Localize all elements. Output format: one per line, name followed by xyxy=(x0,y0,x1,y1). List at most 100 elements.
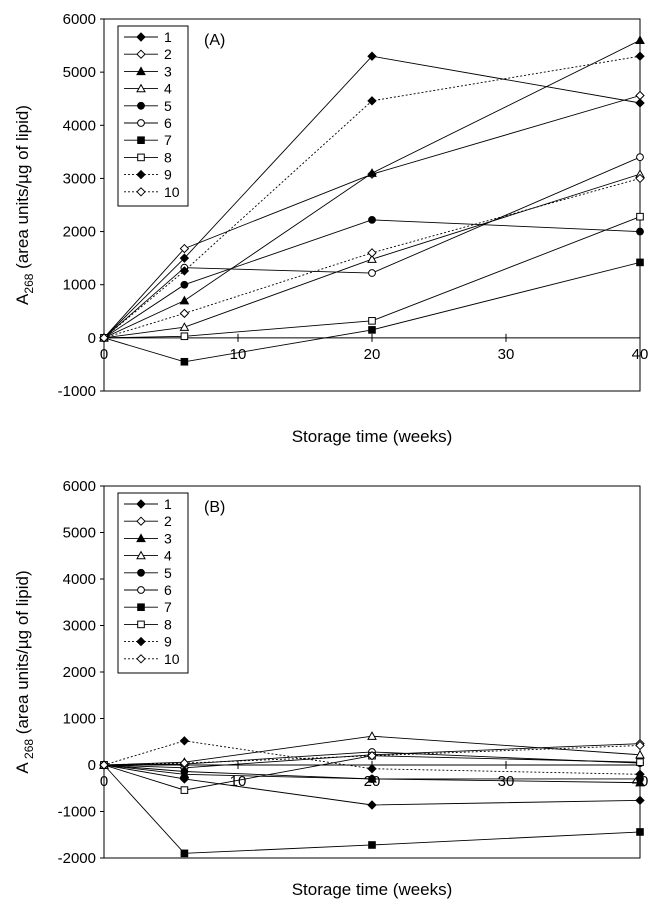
series-8 xyxy=(100,212,644,342)
data-point-7 xyxy=(180,357,189,366)
series-line-3 xyxy=(103,764,641,784)
x-tick-label: 30 xyxy=(498,346,515,363)
data-point-8 xyxy=(180,332,189,341)
series-line-9 xyxy=(103,740,641,775)
legend-label: 3 xyxy=(164,63,172,79)
data-point-9 xyxy=(635,769,645,780)
legend-marker xyxy=(137,586,145,594)
data-point-4 xyxy=(179,322,190,331)
series-line-3 xyxy=(103,39,641,339)
data-point-7 xyxy=(636,828,644,836)
y-tick-label: 6000 xyxy=(63,478,96,495)
data-point-4 xyxy=(635,749,645,759)
y-tick-label: 5000 xyxy=(63,525,96,542)
data-point-8 xyxy=(636,758,644,767)
legend-label: 1 xyxy=(164,29,172,45)
data-point-6 xyxy=(636,153,644,162)
legend-marker xyxy=(137,101,145,110)
data-point-8 xyxy=(636,212,644,221)
legend-box xyxy=(117,492,189,674)
data-point-10 xyxy=(635,740,645,751)
series-10 xyxy=(99,740,645,770)
series-line-8 xyxy=(103,755,641,791)
data-point-5 xyxy=(180,280,189,289)
series-line-10 xyxy=(103,745,641,766)
data-point-2 xyxy=(635,90,645,101)
y-tick-label: 0 xyxy=(88,330,96,347)
legend-label: 5 xyxy=(164,98,172,114)
data-point-1 xyxy=(367,800,377,810)
data-point-1 xyxy=(635,98,645,108)
legend-label: 6 xyxy=(164,582,172,598)
x-tick-label: 30 xyxy=(498,773,515,790)
data-point-7 xyxy=(180,849,189,858)
y-tick-label: -1000 xyxy=(58,804,96,821)
legend-box xyxy=(117,25,189,207)
x-axis-label: Storage time (weeks) xyxy=(292,880,453,899)
y-tick-label: 2000 xyxy=(63,664,96,681)
data-point-1 xyxy=(179,253,190,263)
x-tick-label: 40 xyxy=(632,346,649,363)
y-tick-label: 4000 xyxy=(63,571,96,588)
data-point-10 xyxy=(179,758,190,768)
data-point-6 xyxy=(368,269,376,277)
legend-marker xyxy=(136,636,146,647)
series-line-5 xyxy=(103,219,641,339)
y-tick-label: 4000 xyxy=(63,117,96,134)
legend-label: 3 xyxy=(164,530,172,546)
y-tick-label: 0 xyxy=(88,757,96,774)
data-point-9 xyxy=(179,266,190,276)
legend-marker xyxy=(136,49,146,59)
legend-label: 2 xyxy=(164,46,172,62)
data-point-2 xyxy=(179,243,190,254)
legend-marker xyxy=(136,499,146,509)
data-point-5 xyxy=(636,227,644,236)
legend-label: 6 xyxy=(164,115,172,131)
legend-label: 7 xyxy=(164,132,172,148)
legend-marker xyxy=(137,568,145,577)
series-line-6 xyxy=(103,156,641,339)
series-line-7 xyxy=(103,764,641,854)
data-point-3 xyxy=(367,168,377,177)
legend-label: 5 xyxy=(164,565,172,581)
data-point-8 xyxy=(180,786,189,794)
series-line-4 xyxy=(103,735,641,766)
series-line-1 xyxy=(103,764,641,806)
y-axis-label-prefix: A xyxy=(13,293,32,305)
series-line-4 xyxy=(103,173,641,339)
series-10 xyxy=(99,173,645,343)
data-point-10 xyxy=(99,760,109,770)
y-axis-label: A268 (area units/µg of lipid) xyxy=(13,105,36,305)
series-line-7 xyxy=(103,261,641,363)
x-axis-label: Storage time (weeks) xyxy=(292,427,453,446)
data-point-9 xyxy=(635,51,645,61)
series-line-6 xyxy=(103,751,641,766)
data-point-5 xyxy=(368,215,376,224)
series-line-9 xyxy=(103,55,641,339)
legend-label: 2 xyxy=(164,513,172,529)
data-point-8 xyxy=(368,317,376,325)
y-tick-label: -1000 xyxy=(58,383,96,400)
legend-marker xyxy=(136,32,146,42)
data-point-7 xyxy=(636,258,644,267)
legend-label: 10 xyxy=(164,651,180,667)
y-axis-label-prefix: A xyxy=(13,762,32,774)
data-point-3 xyxy=(179,295,190,305)
legend-marker xyxy=(136,66,146,76)
data-point-10 xyxy=(179,308,190,319)
data-point-5 xyxy=(180,767,189,776)
y-tick-label: 3000 xyxy=(63,618,96,635)
series-line-8 xyxy=(103,216,641,339)
legend-marker xyxy=(137,603,145,612)
data-point-7 xyxy=(368,326,376,334)
data-point-9 xyxy=(367,764,377,774)
legend-marker xyxy=(136,654,146,664)
data-point-3 xyxy=(635,35,645,44)
legend-marker xyxy=(137,153,145,162)
y-tick-label: -2000 xyxy=(58,850,96,867)
y-tick-label: 6000 xyxy=(63,11,96,28)
data-point-10 xyxy=(635,173,645,184)
legend-label: 8 xyxy=(164,616,172,632)
